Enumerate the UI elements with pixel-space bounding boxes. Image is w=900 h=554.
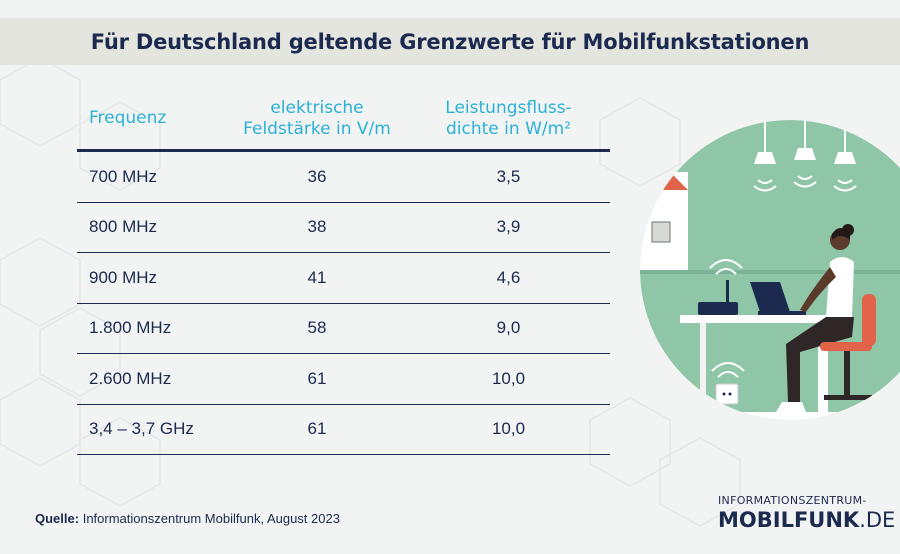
cell-frequency: 700 MHz xyxy=(89,166,158,186)
cell-frequency: 800 MHz xyxy=(89,217,158,237)
cell-frequency: 900 MHz xyxy=(89,267,158,287)
desk-leg xyxy=(818,323,828,420)
header-power-density-line2: dichte in W/m² xyxy=(446,118,571,139)
woman-trousers xyxy=(786,317,854,402)
wifi-waves-icon xyxy=(709,175,857,378)
header-field-strength-line2: Feldstärke in V/m xyxy=(243,118,391,139)
cell-power-density: 9,0 xyxy=(496,318,521,338)
title-bar: Für Deutschland geltende Grenzwerte für … xyxy=(0,18,900,65)
cell-field-strength: 41 xyxy=(307,267,327,287)
table-row: 1.800 MHz 58 9,0 xyxy=(77,304,610,354)
source-text: Informationszentrum Mobilfunk, August 20… xyxy=(82,511,340,526)
logo-top-line: INFORMATIONSZENTRUM- xyxy=(718,494,867,507)
wall-socket-icon xyxy=(715,383,739,405)
header-frequency-line1: Frequenz xyxy=(89,108,167,128)
cell-frequency: 1.800 MHz xyxy=(89,318,172,338)
chair-seat xyxy=(820,342,872,351)
header-frequency: Frequenz xyxy=(77,108,227,129)
cell-power-density: 3,9 xyxy=(496,217,521,237)
cell-field-strength: 36 xyxy=(307,166,327,186)
cell-power-density: 3,5 xyxy=(496,166,521,186)
table-row: 800 MHz 38 3,9 xyxy=(77,203,610,253)
cell-power-density: 4,6 xyxy=(496,267,521,287)
table-row: 700 MHz 36 3,5 xyxy=(77,152,610,203)
logo-suffix-text: .DE xyxy=(859,508,896,532)
cell-frequency: 2.600 MHz xyxy=(89,368,172,388)
informationszentrum-logo: INFORMATIONSZENTRUM- MOBILFUNK.DE xyxy=(718,494,895,532)
cell-power-density: 10,0 xyxy=(491,419,526,439)
logo-main-line: MOBILFUNK.DE xyxy=(718,508,895,532)
cell-field-strength: 58 xyxy=(307,318,327,338)
table-header: Frequenz elektrische Feldstärke in V/m L… xyxy=(77,88,610,152)
chair-back xyxy=(862,294,876,346)
source-label: Quelle: xyxy=(35,511,80,526)
woman-at-laptop-illustration xyxy=(640,120,900,420)
header-power-density-line1: Leistungsfluss- xyxy=(445,97,572,118)
laptop-icon xyxy=(750,282,790,312)
ceiling-lamps-icon xyxy=(754,120,856,164)
table-row: 3,4 – 3,7 GHz 61 10,0 xyxy=(77,405,610,455)
cell-power-density: 10,0 xyxy=(491,368,526,388)
page-title: Für Deutschland geltende Grenzwerte für … xyxy=(90,29,810,54)
header-power-density: Leistungsfluss- dichte in W/m² xyxy=(407,98,610,140)
source-note: Quelle: Informationszentrum Mobilfunk, A… xyxy=(35,511,340,526)
cell-field-strength: 38 xyxy=(307,217,327,237)
desk-top xyxy=(680,315,830,323)
cell-frequency: 3,4 – 3,7 GHz xyxy=(89,419,194,439)
router-icon xyxy=(698,302,738,315)
cell-field-strength: 61 xyxy=(307,368,327,388)
header-field-strength-line1: elektrische xyxy=(270,97,364,118)
logo-main-text: MOBILFUNK xyxy=(718,508,860,532)
table-row: 2.600 MHz 61 10,0 xyxy=(77,354,610,405)
limits-table: Frequenz elektrische Feldstärke in V/m L… xyxy=(77,88,610,455)
header-field-strength: elektrische Feldstärke in V/m xyxy=(227,98,407,140)
table-row: 900 MHz 41 4,6 xyxy=(77,253,610,304)
woman-shirt xyxy=(826,257,854,317)
cell-field-strength: 61 xyxy=(307,419,327,439)
